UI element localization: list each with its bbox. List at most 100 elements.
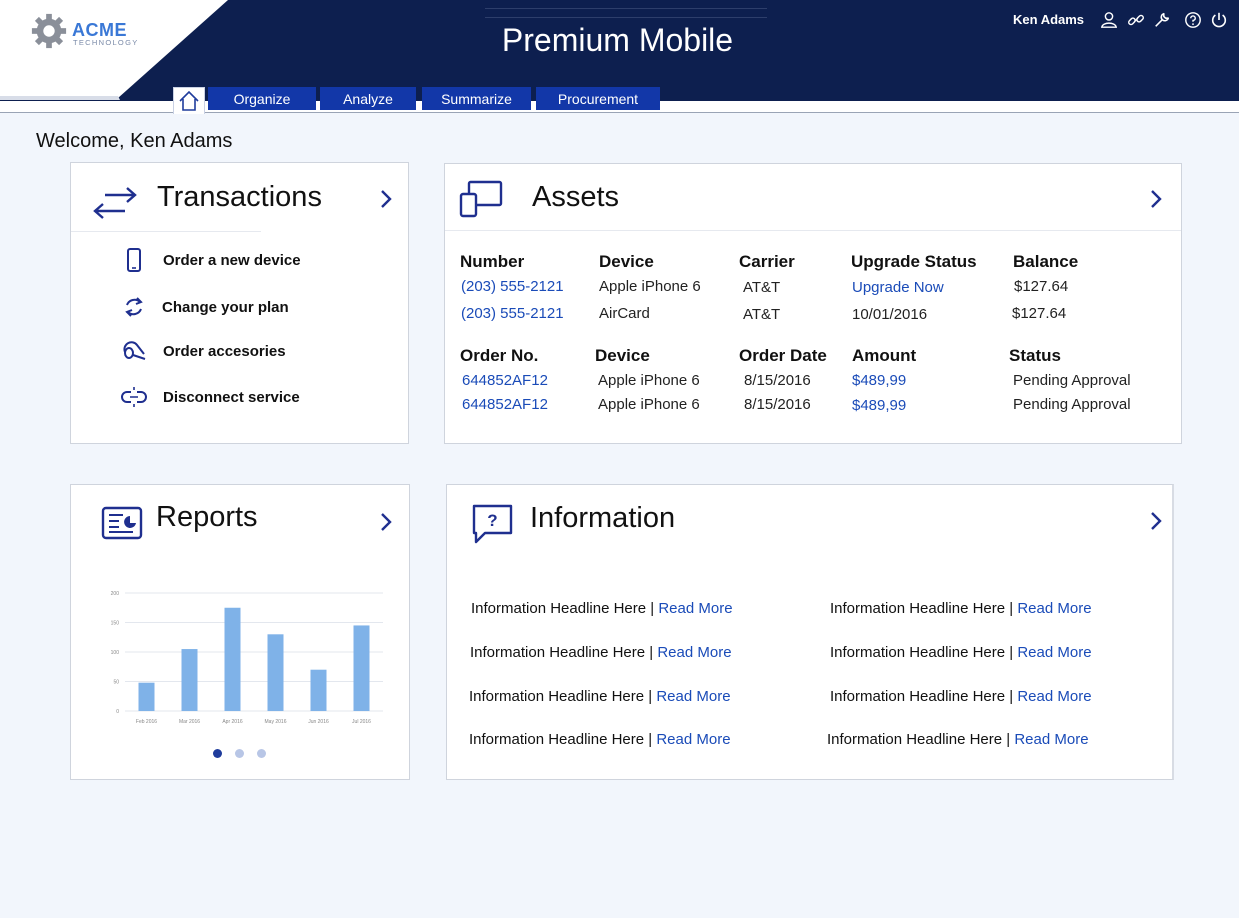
assets-title: Assets [532,181,620,213]
info-headline: Information Headline Here | Read More [827,731,1089,748]
carrier-cell: AT&T [743,279,781,296]
carousel-dot-1[interactable] [213,749,222,758]
tab-procurement[interactable]: Procurement [536,87,660,112]
read-more-link[interactable]: Read More [656,731,731,748]
refresh-icon [125,297,143,317]
order-accessories-link[interactable]: Order accesories [163,343,286,360]
order-number-link[interactable]: 644852AF12 [462,372,548,389]
order-amount-link[interactable]: $489,99 [852,397,907,414]
info-separator: | [649,644,654,661]
read-more-link[interactable]: Read More [1017,688,1092,705]
transactions-title: Transactions [157,181,322,213]
change-plan-link[interactable]: Change your plan [162,299,289,316]
card-divider [71,231,261,232]
carrier-cell: AT&T [743,306,781,323]
tab-summarize[interactable]: Summarize [422,87,531,112]
tab-home[interactable] [173,87,205,114]
chart-bar[interactable] [310,669,327,711]
info-separator: | [1009,644,1014,661]
logo-subtitle: TECHNOLOGY [73,38,139,47]
username[interactable]: Ken Adams [1013,12,1085,27]
information-title: Information [530,502,676,534]
info-headline: Information Headline Here | Read More [469,688,731,705]
reports-bar-chart[interactable]: 0 50 100 150 200 Feb 2016 Mar 2016 Apr 2016 May … [91,585,391,735]
chart-y-tick-label: 150 [111,621,120,627]
order-new-device-link[interactable]: Order a new device [163,252,301,269]
home-icon [179,90,199,111]
information-chevron-right-icon[interactable] [1149,510,1163,532]
chart-x-tick-label: Jun 2016 [308,719,329,725]
order-status-cell: Pending Approval [1013,372,1131,389]
disconnect-service-link[interactable]: Disconnect service [163,389,300,406]
chart-bar[interactable] [224,607,241,711]
reports-title: Reports [156,501,258,533]
reports-card: Reports 0 50 100 150 200 Feb 2016 Mar 2016 Apr … [70,484,410,780]
card-divider [445,230,1181,231]
welcome-message: Welcome, Ken Adams [36,130,233,152]
col-amount: Amount [852,346,917,365]
devices-icon [459,180,503,218]
chart-x-tick-label: Apr 2016 [222,719,243,725]
order-device-cell: Apple iPhone 6 [598,372,700,389]
phone-number-link[interactable]: (203) 555-2121 [461,305,564,322]
info-headline-text: Information Headline Here [471,600,647,617]
info-separator: | [1009,600,1014,617]
carousel-dot-3[interactable] [257,749,266,758]
report-icon [101,506,143,540]
logo[interactable]: ACME TECHNOLOGY [0,0,230,100]
wrench-icon[interactable] [1153,11,1171,29]
info-headline: Information Headline Here | Read More [471,600,733,617]
info-headline: Information Headline Here | Read More [470,644,732,661]
info-headline: Information Headline Here | Read More [830,600,1092,617]
order-amount-link[interactable]: $489,99 [852,372,907,389]
info-headline-text: Information Headline Here [469,688,645,705]
info-separator: | [648,731,653,748]
order-date-cell: 8/15/2016 [744,396,811,413]
chart-x-tick-label: Mar 2016 [179,719,200,725]
info-headline-text: Information Headline Here [830,644,1006,661]
chart-bar[interactable] [353,625,370,711]
chart-x-tick-label: May 2016 [265,719,287,725]
info-separator: | [1009,688,1014,705]
power-icon[interactable] [1210,11,1228,29]
info-headline: Information Headline Here | Read More [830,688,1092,705]
chart-x-tick-label: Feb 2016 [136,719,157,725]
link-icon[interactable] [1127,11,1145,29]
col-order-no: Order No. [460,346,539,365]
balance-cell: $127.64 [1014,278,1069,295]
read-more-link[interactable]: Read More [1017,644,1092,661]
phone-number-link[interactable]: (203) 555-2121 [461,278,564,295]
tab-organize[interactable]: Organize [208,87,316,112]
help-bubble-icon: ? [472,504,513,544]
assets-chevron-right-icon[interactable] [1149,188,1163,210]
reports-chevron-right-icon[interactable] [379,511,393,533]
gear-icon [31,13,67,49]
order-number-link[interactable]: 644852AF12 [462,396,548,413]
read-more-link[interactable]: Read More [657,644,732,661]
read-more-link[interactable]: Read More [1017,600,1092,617]
transfer-icon [93,187,137,219]
read-more-link[interactable]: Read More [656,688,731,705]
information-card: ? Information Information Headline Here … [446,484,1174,780]
info-separator: | [650,600,655,617]
read-more-link[interactable]: Read More [658,600,733,617]
user-icon[interactable] [1100,11,1118,29]
upgrade-now-link[interactable]: Upgrade Now [852,279,944,296]
read-more-link[interactable]: Read More [1014,731,1089,748]
balance-cell: $127.64 [1012,305,1067,322]
disconnect-icon [121,387,147,407]
chart-x-tick-label: Jul 2016 [352,719,371,725]
carousel-dot-2[interactable] [235,749,244,758]
order-date-cell: 8/15/2016 [744,372,811,389]
col-status: Status [1009,346,1061,365]
info-headline: Information Headline Here | Read More [830,644,1092,661]
chart-bar[interactable] [181,649,198,711]
transactions-chevron-right-icon[interactable] [379,188,393,210]
info-headline-text: Information Headline Here [470,644,646,661]
tab-analyze[interactable]: Analyze [320,87,416,112]
info-headline: Information Headline Here | Read More [469,731,731,748]
help-icon[interactable] [1184,11,1202,29]
chart-bar[interactable] [138,682,155,711]
logo-name: ACME [72,20,127,40]
chart-bar[interactable] [267,634,284,711]
